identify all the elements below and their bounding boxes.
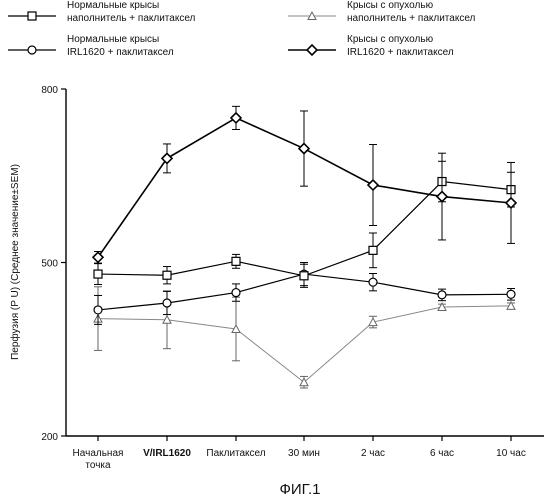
series-line [98, 182, 511, 276]
legend-marker [28, 12, 36, 20]
data-point [507, 290, 515, 298]
chart-series [93, 106, 516, 388]
data-point [368, 180, 378, 190]
chart-legend: Нормальные крысынаполнитель + паклитаксе… [8, 0, 476, 58]
figure-caption: ФИГ.1 [280, 481, 321, 498]
legend-label: Крысы с опухольюIRL1620 + паклитаксел [347, 34, 454, 58]
x-tick-label: 6 час [430, 448, 454, 459]
y-tick-label: 500 [41, 259, 58, 270]
data-point [163, 271, 171, 279]
data-point [438, 291, 446, 299]
y-axis-label: Перфузия (P U) (Среднее значение±SEM) [9, 164, 21, 360]
data-point [506, 198, 516, 208]
data-point [162, 153, 172, 163]
data-point [300, 272, 308, 280]
data-point [93, 252, 103, 262]
y-tick-label: 200 [41, 432, 58, 443]
data-point [369, 246, 377, 254]
legend-marker [307, 45, 317, 55]
data-point [437, 192, 447, 202]
legend-label: Крысы с опухольюнаполнитель + паклитаксе… [347, 0, 476, 24]
series-line [98, 306, 511, 382]
x-tick-label: 2 час [361, 448, 385, 459]
x-tick-label: 30 мин [288, 448, 320, 459]
x-axis-ticks: Начальнаяточка V/IRL1620 Паклитаксел 30 мин… [73, 436, 526, 471]
x-tick-label: Паклитаксел [206, 448, 265, 459]
data-point [232, 289, 240, 297]
x-tick-label: 10 час [496, 448, 526, 459]
series-triangle [94, 287, 515, 388]
data-point [94, 306, 102, 314]
data-point [94, 270, 102, 278]
legend-label: Нормальные крысыIRL1620 + паклитаксел [67, 34, 174, 58]
y-axis-ticks: 200 500 800 [41, 85, 66, 443]
data-point [232, 257, 240, 265]
legend-entry: Нормальные крысыIRL1620 + паклитаксел [8, 34, 174, 58]
data-point [369, 278, 377, 286]
data-point [299, 144, 309, 154]
y-tick-label: 800 [41, 85, 58, 96]
legend-entry: Нормальные крысынаполнитель + паклитаксе… [8, 0, 196, 24]
series-diamond [93, 106, 516, 263]
x-tick-label: V/IRL1620 [143, 448, 191, 459]
data-point [231, 113, 241, 123]
legend-marker [28, 46, 36, 54]
x-tick-label: Начальнаяточка [73, 448, 124, 471]
legend-entry: Крысы с опухольюнаполнитель + паклитаксе… [288, 0, 476, 24]
legend-label: Нормальные крысынаполнитель + паклитаксе… [67, 0, 196, 24]
data-point [163, 299, 171, 307]
legend-entry: Крысы с опухольюIRL1620 + паклитаксел [288, 34, 454, 58]
